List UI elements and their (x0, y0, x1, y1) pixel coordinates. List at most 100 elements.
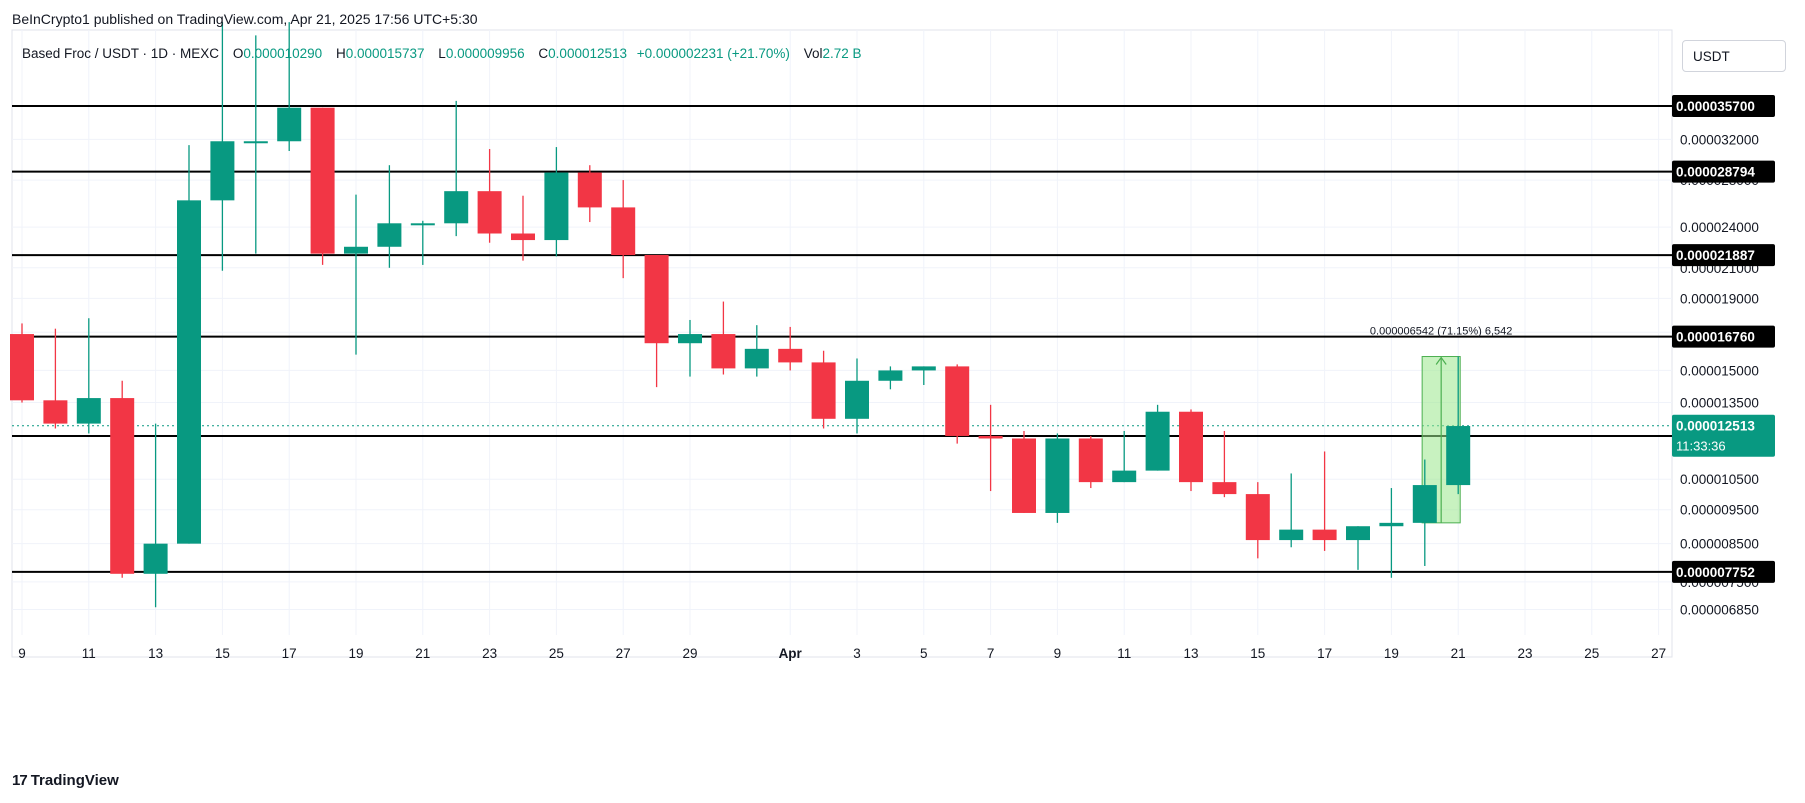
time-tick-label: 15 (1250, 646, 1265, 661)
candle-body-up (878, 370, 903, 381)
level-price-tag-bg (1672, 560, 1775, 583)
chart-grid (11, 29, 1673, 658)
time-tick-label: 17 (282, 646, 297, 661)
candle-body-up (344, 246, 368, 254)
high-value: 0.000015737 (345, 46, 425, 61)
support-resistance-levels (12, 104, 1672, 573)
time-tick-label: 21 (1451, 646, 1466, 661)
candlestick-series (10, 22, 1471, 608)
candle-body-down (110, 398, 135, 574)
level-price-tag: 0.000007752 (1676, 565, 1755, 580)
candle-body-up (76, 398, 101, 424)
tradingview-logo[interactable]: 17 TradingView (12, 772, 119, 789)
time-tick-label: 3 (853, 646, 861, 661)
low-label: L (438, 46, 446, 61)
candle-body-up (911, 366, 936, 371)
candle-body-up (544, 172, 569, 241)
price-tick-label: 0.000009500 (1680, 503, 1759, 518)
candle-body-up (277, 107, 302, 142)
candle-body-down (811, 362, 836, 419)
measure-label: 0.000006542 (71.15%) 6,542 (1370, 326, 1513, 338)
candle-body-up (377, 223, 402, 247)
candle-body-down (1312, 529, 1337, 541)
close-label: C (538, 46, 549, 61)
candle-body-up (177, 200, 201, 544)
time-tick-label: 25 (549, 646, 564, 661)
level-price-tag: 0.000016760 (1676, 330, 1755, 345)
time-axis[interactable]: 9 11 13 15 17 19 21 23 25 27 29 Apr 3 5 7 9 11 13 15 17 19 21… (18, 646, 1666, 661)
tradingview-logo-text: TradingView (30, 772, 119, 789)
candle-body-up (1045, 438, 1070, 513)
ohlc-legend: Based Froc / USDT · 1D · MEXC O0.0000102… (22, 46, 862, 61)
candle-body-up (243, 141, 268, 144)
volume-label: Vol (803, 46, 823, 61)
price-tick-label: 0.000015000 (1680, 363, 1759, 378)
candle-body-up (744, 348, 769, 369)
candle-body-down (1245, 494, 1270, 541)
candle-body-down (978, 435, 1003, 439)
level-price-tag-bg (1672, 160, 1775, 183)
candle-body-up (1446, 426, 1471, 486)
candle-body-down (644, 255, 669, 344)
plot-frame (11, 29, 1673, 658)
candle-body-down (477, 191, 502, 234)
last-price-tag-countdown: 11:33:36 (1676, 439, 1726, 454)
time-tick-label: 19 (348, 646, 363, 661)
symbol-title[interactable]: Based Froc / USDT · 1D · MEXC (22, 46, 220, 61)
price-tick-label: 0.000019000 (1680, 291, 1759, 306)
change-value: +0.000002231 (+21.70%) (636, 46, 790, 61)
volume-value: 2.72 B (822, 46, 862, 61)
candle-body-down (1078, 438, 1103, 483)
level-price-tag-bg (1672, 325, 1775, 348)
candle-body-up (1145, 411, 1170, 471)
time-tick-label: 27 (616, 646, 631, 661)
currency-button[interactable]: USDT (1682, 40, 1786, 72)
candle-body-up (1112, 470, 1137, 483)
publisher-line: BeInCrypto1 published on TradingView.com… (12, 11, 478, 27)
price-axis[interactable]: 0.0000320000.0000280000.0000240000.00002… (1680, 132, 1759, 617)
candle-body-up (410, 223, 435, 226)
candle-body-up (1412, 485, 1437, 523)
time-tick-label: 5 (920, 646, 928, 661)
time-tick-label: 13 (1183, 646, 1198, 661)
time-tick-label: Apr (779, 646, 803, 661)
candle-body-down (310, 107, 335, 254)
candle-body-down (778, 348, 803, 363)
time-tick-label: 17 (1317, 646, 1332, 661)
level-price-tag: 0.000021887 (1676, 248, 1755, 263)
candle-body-down (577, 172, 602, 208)
time-tick-label: 11 (82, 646, 96, 661)
price-tick-label: 0.000032000 (1680, 132, 1759, 147)
measure-arrow-head (1435, 356, 1447, 365)
candle-body-down (945, 366, 970, 436)
price-tick-label: 0.000013500 (1680, 396, 1759, 411)
candle-body-up (1379, 522, 1404, 527)
time-tick-label: 29 (682, 646, 697, 661)
time-tick-label: 23 (482, 646, 497, 661)
candle-body-down (1012, 438, 1036, 513)
high-label: H (335, 46, 346, 61)
time-tick-label: 11 (1117, 646, 1131, 661)
time-tick-label: 25 (1584, 646, 1599, 661)
candle-body-up (1346, 526, 1370, 541)
time-tick-label: 7 (987, 646, 995, 661)
time-tick-label: 9 (18, 646, 26, 661)
candle-body-down (43, 400, 68, 424)
open-label: O (232, 46, 244, 61)
price-tick-label: 0.000024000 (1680, 220, 1759, 235)
time-tick-label: 27 (1651, 646, 1666, 661)
candle-body-up (678, 334, 702, 344)
tradingview-logo-icon: 17 (12, 772, 28, 789)
candle-body-down (10, 334, 34, 401)
price-tags: 0.000035700 0.000028794 0.000021887 0.00001… (1672, 94, 1775, 583)
time-tick-label: 21 (415, 646, 430, 661)
price-tick-label: 0.000010500 (1680, 472, 1759, 487)
level-price-tag-bg (1672, 244, 1775, 267)
candle-body-up (143, 543, 168, 574)
candle-body-down (611, 207, 636, 256)
low-value: 0.000009956 (445, 46, 525, 61)
candle-body-up (444, 191, 469, 224)
candle-body-down (511, 233, 535, 241)
candle-body-down (1179, 411, 1203, 483)
